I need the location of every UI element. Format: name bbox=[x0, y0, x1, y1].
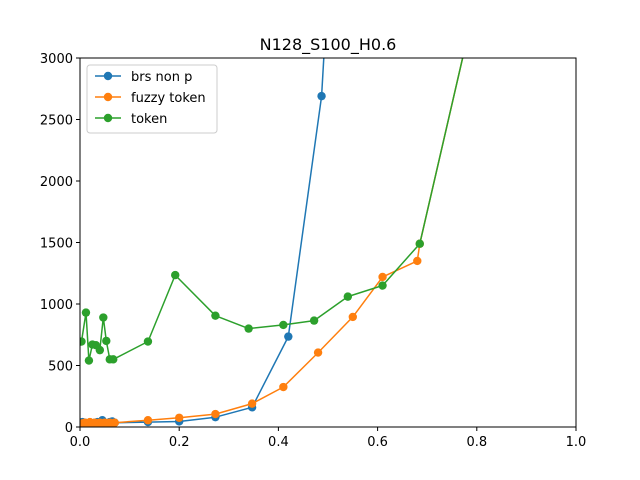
data-point bbox=[313, 348, 323, 357]
data-point bbox=[244, 324, 253, 333]
legend-marker bbox=[103, 71, 113, 81]
legend-label: brs non p bbox=[131, 70, 192, 85]
data-point bbox=[279, 320, 288, 330]
data-point bbox=[95, 345, 105, 355]
y-tick-label: 1500 bbox=[40, 237, 73, 252]
series-token bbox=[80, 58, 464, 365]
data-point bbox=[211, 409, 220, 419]
data-point bbox=[247, 399, 257, 408]
y-tick-label: 0 bbox=[65, 421, 73, 436]
data-point bbox=[378, 281, 387, 290]
data-point bbox=[284, 332, 293, 341]
data-point bbox=[99, 313, 108, 322]
legend-label: token bbox=[131, 112, 167, 127]
data-point bbox=[81, 308, 91, 317]
x-tick-label: 1.0 bbox=[566, 435, 587, 450]
x-tick-label: 0.0 bbox=[70, 435, 91, 450]
plot-frame bbox=[79, 57, 577, 428]
data-point bbox=[413, 256, 422, 266]
x-axis: 0.0 0.2 0.4 0.6 0.8 1.0 bbox=[70, 427, 587, 450]
y-tick-label: 500 bbox=[48, 360, 73, 375]
y-tick-label: 2500 bbox=[40, 114, 73, 129]
data-point bbox=[378, 272, 387, 282]
y-axis: 0 500 1000 1500 2000 2500 3000 bbox=[40, 52, 80, 436]
chart-title: N128_S100_H0.6 bbox=[260, 35, 397, 55]
data-point bbox=[171, 270, 180, 280]
data-point bbox=[84, 356, 94, 365]
data-point bbox=[343, 292, 353, 301]
data-point bbox=[317, 91, 326, 101]
data-point bbox=[415, 239, 424, 248]
legend-item: token bbox=[95, 112, 167, 127]
legend-item: brs non p bbox=[95, 70, 192, 85]
legend-label: fuzzy token bbox=[131, 91, 206, 106]
legend-item: fuzzy token bbox=[95, 91, 206, 106]
data-point bbox=[110, 418, 119, 427]
data-point bbox=[279, 382, 288, 392]
legend-box bbox=[86, 64, 218, 134]
data-point bbox=[175, 413, 184, 422]
data-point bbox=[143, 416, 153, 425]
data-point bbox=[309, 316, 319, 325]
series-fuzzy-token bbox=[80, 58, 464, 427]
y-tick-label: 1000 bbox=[40, 298, 73, 313]
data-point bbox=[348, 312, 357, 322]
data-point bbox=[102, 336, 111, 346]
x-tick-label: 0.4 bbox=[268, 435, 289, 450]
legend-marker bbox=[103, 113, 113, 123]
x-tick-label: 0.8 bbox=[466, 435, 487, 450]
y-tick-label: 3000 bbox=[40, 52, 73, 67]
data-point bbox=[109, 355, 118, 364]
legend: brs non p fuzzy token token bbox=[86, 64, 218, 134]
series-layer bbox=[80, 58, 464, 427]
data-point bbox=[143, 337, 153, 346]
data-point bbox=[80, 337, 86, 346]
x-tick-label: 0.6 bbox=[367, 435, 388, 450]
data-point bbox=[211, 311, 220, 320]
x-tick-label: 0.2 bbox=[169, 435, 190, 450]
legend-marker bbox=[103, 92, 113, 102]
y-tick-label: 2000 bbox=[40, 175, 73, 190]
